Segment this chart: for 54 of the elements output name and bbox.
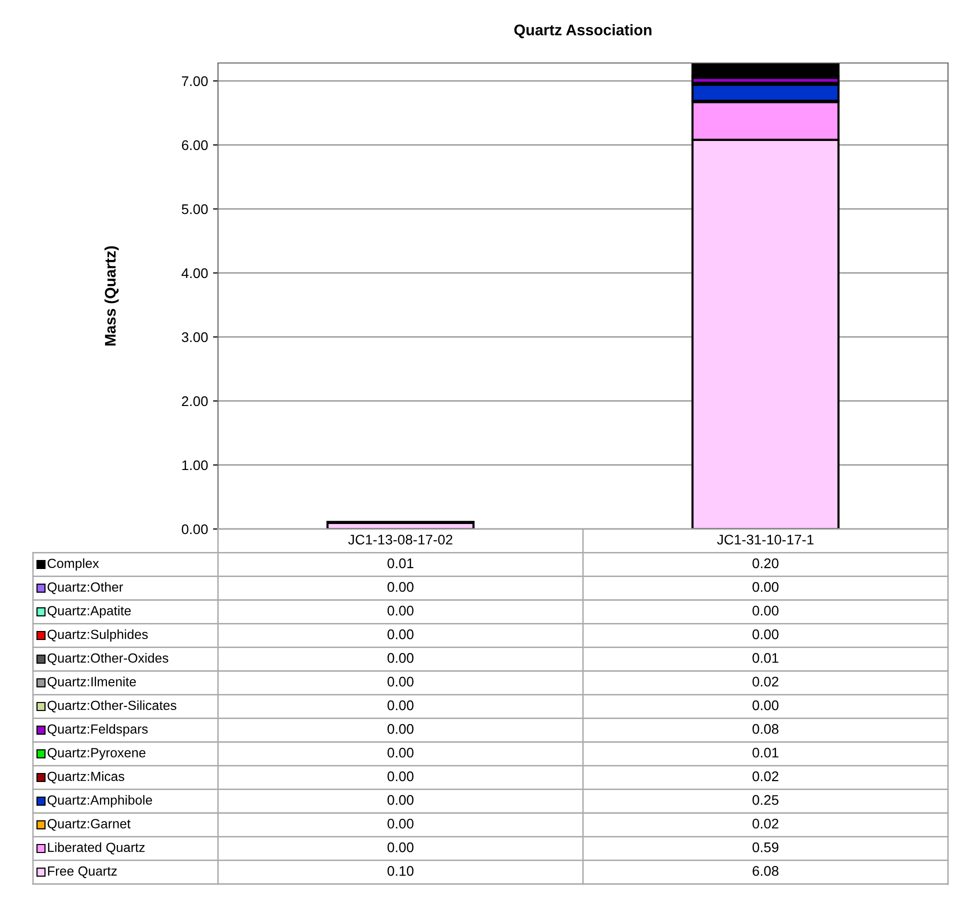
data-label: 0.00 <box>388 700 414 710</box>
chart-title: Quartz Association <box>514 24 652 38</box>
data-label: 0.00 <box>388 676 414 687</box>
legend-label: Free Quartz <box>48 866 117 878</box>
data-label: 0.59 <box>752 842 778 852</box>
y-axis-title: Mass (Quartz) <box>104 246 119 346</box>
data-label: 0.02 <box>752 818 778 829</box>
legend-label: Quartz:Sulphides <box>48 629 148 642</box>
x-tick-label: JC1-31-10-17-1 <box>717 534 814 545</box>
legend-label: Quartz:Micas <box>48 771 124 784</box>
data-label: 0.01 <box>752 653 778 663</box>
data-label: 0.00 <box>388 748 414 758</box>
y-tick-label: 0.00 <box>182 524 208 534</box>
x-tick-label: JC1-13-08-17-02 <box>348 534 452 545</box>
legend-label: Quartz:Apatite <box>48 606 131 618</box>
data-label: 0.00 <box>388 582 414 592</box>
data-label: 0.00 <box>388 842 414 852</box>
legend-label: Quartz:Other <box>48 582 124 594</box>
data-label: 0.08 <box>752 724 778 734</box>
legend-label: Quartz:Garnet <box>48 819 130 831</box>
legend-label: Liberated Quartz <box>48 842 145 854</box>
legend-label: Quartz:Ilmenite <box>48 676 136 689</box>
y-tick-label: 7.00 <box>182 76 208 86</box>
y-tick-label: 6.00 <box>182 140 208 150</box>
data-label: 0.00 <box>388 771 414 782</box>
legend-label: Complex <box>48 558 99 571</box>
data-label: 0.25 <box>752 795 778 805</box>
legend-label: Quartz:Amphibole <box>48 795 152 808</box>
data-label: 0.20 <box>752 558 778 568</box>
data-label: 0.00 <box>388 724 414 734</box>
legend-label: Quartz:Pyroxene <box>48 748 146 760</box>
legend-label: Quartz:Other-Silicates <box>48 700 176 712</box>
data-label: 0.10 <box>388 866 414 876</box>
data-label: 0.00 <box>388 629 414 640</box>
data-label: 0.00 <box>752 629 778 640</box>
data-label: 0.02 <box>752 676 778 687</box>
y-tick-label: 4.00 <box>182 268 208 278</box>
data-label: 0.02 <box>752 771 778 782</box>
legend-label: Quartz:Other-Oxides <box>48 653 168 666</box>
y-tick-label: 2.00 <box>182 396 208 406</box>
data-label: 0.00 <box>752 606 778 616</box>
data-label: 0.01 <box>752 748 778 758</box>
y-tick-label: 1.00 <box>182 460 208 470</box>
data-label: 0.01 <box>388 558 414 568</box>
data-label: 0.00 <box>388 653 414 663</box>
legend-label: Quartz:Feldspars <box>48 724 148 736</box>
y-tick-label: 5.00 <box>182 204 208 214</box>
y-tick-label: 3.00 <box>182 332 208 342</box>
data-label: 0.00 <box>388 606 414 616</box>
data-label: 0.00 <box>388 818 414 829</box>
data-label: 0.00 <box>388 795 414 805</box>
data-label: 0.00 <box>752 700 778 710</box>
data-label: 6.08 <box>752 866 778 876</box>
data-label: 0.00 <box>752 582 778 592</box>
